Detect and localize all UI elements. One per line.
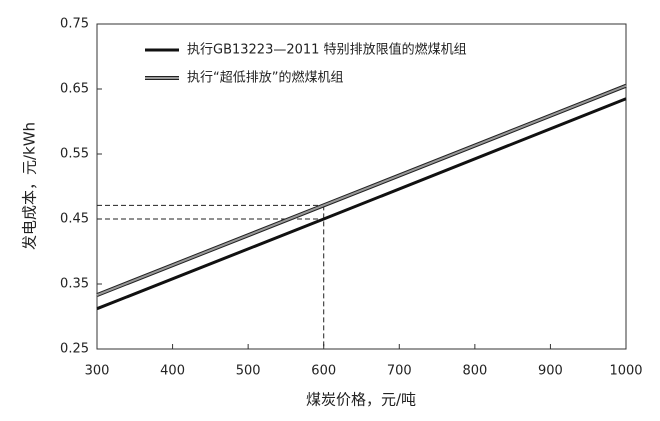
- x-tick-label: 700: [387, 364, 412, 379]
- y-tick-label: 0.45: [60, 212, 89, 227]
- legend-label: 执行GB13223—2011 特别排放限值的燃煤机组: [187, 42, 467, 58]
- x-tick-label: 800: [462, 364, 487, 379]
- y-tick-label: 0.35: [60, 277, 89, 292]
- y-tick-label: 0.25: [60, 342, 89, 357]
- x-tick-label: 600: [311, 364, 336, 379]
- series-line: [96, 84, 627, 296]
- x-tick-label: 300: [85, 364, 110, 379]
- plot-frame: [96, 23, 627, 350]
- legend-label: 执行“超低排放”的燃煤机组: [187, 70, 343, 86]
- y-tick-label: 0.55: [60, 147, 89, 162]
- y-tick-label: 0.75: [60, 17, 89, 32]
- x-tick-label: 400: [160, 364, 185, 379]
- x-tick-label: 900: [538, 364, 563, 379]
- y-axis-label: 发电成本，元/kWh: [21, 122, 39, 250]
- series-line: [96, 97, 627, 311]
- x-axis-label: 煤炭价格，元/吨: [306, 391, 416, 409]
- x-tick-label: 500: [236, 364, 261, 379]
- y-tick-label: 0.65: [60, 82, 89, 97]
- x-tick-label: 1000: [609, 364, 642, 379]
